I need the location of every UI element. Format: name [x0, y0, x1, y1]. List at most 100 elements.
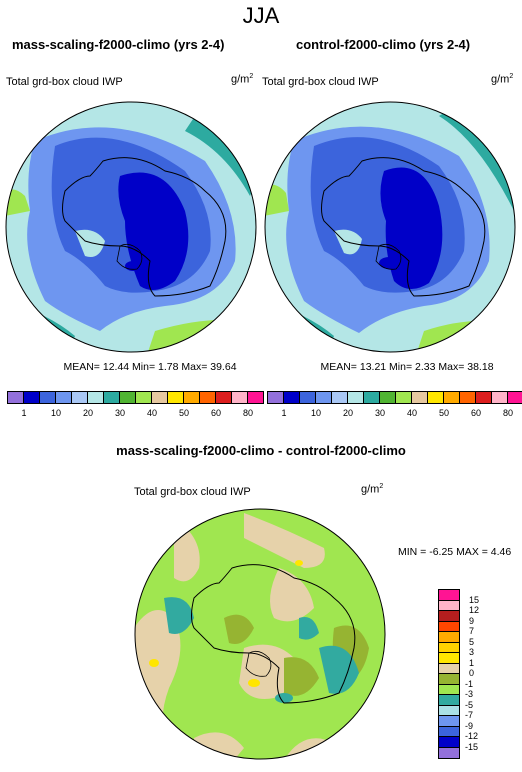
colorbar-control-tick-label: 80 — [502, 408, 514, 418]
colorbar-mass-scaling-swatch — [23, 391, 40, 404]
units-label-control: g/m2 — [491, 73, 514, 86]
colorbar-labels-control: 1 10 20 30 40 50 60 80 — [268, 408, 518, 420]
colorbar-labels-mass-scaling: 1 10 20 30 40 50 60 80 — [8, 408, 258, 420]
colorbar-control-swatch — [427, 391, 444, 404]
colorbar-control-tick-label: 10 — [310, 408, 322, 418]
colorbar-difference-tick-label: 9 — [469, 615, 475, 626]
colorbar-difference-swatch — [439, 663, 459, 674]
colorbar-control-swatch — [299, 391, 316, 404]
colorbar-difference-tick-label: -9 — [465, 720, 474, 731]
colorbar-control — [267, 391, 522, 404]
difference-title: mass-scaling-f2000-climo - control-f2000… — [116, 443, 406, 458]
colorbar-control-swatch — [443, 391, 460, 404]
colorbar-difference-swatch — [439, 684, 459, 695]
colorbar-control-swatch — [315, 391, 332, 404]
colorbar-mass-scaling-tick-label: 10 — [50, 408, 62, 418]
colorbar-control-swatch — [267, 391, 284, 404]
stats-control: MEAN= 13.21 Min= 2.33 Max= 38.18 — [320, 361, 494, 373]
colorbar-mass-scaling-tick-label: 40 — [146, 408, 158, 418]
colorbar-control-tick-label: 1 — [281, 408, 287, 418]
colorbar-difference-tick-label: -15 — [465, 741, 479, 752]
colorbar-difference-swatch — [439, 600, 459, 611]
colorbar-mass-scaling-swatch — [215, 391, 232, 404]
colorbar-mass-scaling-swatch — [87, 391, 104, 404]
colorbar-control-swatch — [491, 391, 508, 404]
panel-title-control: control-f2000-climo (yrs 2-4) — [296, 37, 471, 52]
colorbar-control-swatch — [363, 391, 380, 404]
season-title: JJA — [242, 3, 280, 28]
colorbar-difference-tick-label: 0 — [469, 668, 475, 678]
colorbar-mass-scaling-tick-label: 60 — [210, 408, 222, 418]
colorbar-difference-tick-label: -3 — [465, 689, 474, 699]
colorbar-control-swatch — [459, 391, 476, 404]
colorbar-difference-swatch — [439, 642, 459, 653]
colorbar-difference-tick-label: -7 — [465, 710, 474, 720]
colorbar-mass-scaling-tick-label: 30 — [114, 408, 126, 418]
colorbar-difference — [438, 589, 460, 759]
colorbar-difference-tick-label: 7 — [469, 626, 475, 636]
colorbar-difference-swatch — [439, 590, 459, 601]
colorbar-mass-scaling-swatch — [167, 391, 184, 404]
variable-label-difference: Total grd-box cloud IWP — [134, 486, 251, 498]
colorbar-control-tick-label: 40 — [406, 408, 418, 418]
colorbar-mass-scaling-tick-label: 1 — [21, 408, 27, 418]
colorbar-difference-tick-label: 1 — [469, 657, 475, 668]
colorbar-difference-swatch — [439, 747, 459, 758]
stats-mass-scaling: MEAN= 12.44 Min= 1.78 Max= 39.64 — [63, 361, 237, 373]
colorbar-mass-scaling-tick-label: 80 — [242, 408, 254, 418]
colorbar-mass-scaling-swatch — [231, 391, 248, 404]
colorbar-mass-scaling-tick-label: 50 — [178, 408, 190, 418]
colorbar-mass-scaling-swatch — [103, 391, 120, 404]
colorbar-control-swatch — [379, 391, 396, 404]
colorbar-control-tick-label: 30 — [374, 408, 386, 418]
colorbar-difference-swatch — [439, 705, 459, 716]
colorbar-difference-swatch — [439, 653, 459, 664]
colorbar-difference-tick-label: 15 — [469, 594, 480, 605]
colorbar-difference-tick-label: -1 — [465, 678, 474, 689]
colorbar-difference-swatch — [439, 674, 459, 685]
variable-label-mass-scaling: Total grd-box cloud IWP — [6, 76, 123, 88]
colorbar-mass-scaling-swatch — [151, 391, 168, 404]
colorbar-difference-tick-label: 5 — [469, 636, 475, 647]
colorbar-control-tick-label: 50 — [438, 408, 450, 418]
colorbar-mass-scaling-swatch — [7, 391, 24, 404]
stats-difference: MIN = -6.25 MAX = 4.46 — [398, 546, 512, 558]
colorbar-mass-scaling-swatch — [71, 391, 88, 404]
colorbar-difference-swatch — [439, 737, 459, 748]
colorbar-difference-swatch — [439, 716, 459, 727]
panel-title-mass-scaling: mass-scaling-f2000-climo (yrs 2-4) — [12, 37, 225, 52]
colorbar-mass-scaling-tick-label: 20 — [82, 408, 94, 418]
colorbar-control-swatch — [283, 391, 300, 404]
colorbar-difference-tick-label: 12 — [469, 605, 480, 615]
colorbar-difference-swatch — [439, 695, 459, 706]
colorbar-difference-swatch — [439, 611, 459, 622]
variable-label-control: Total grd-box cloud IWP — [262, 76, 379, 88]
colorbar-mass-scaling — [7, 391, 264, 404]
colorbar-mass-scaling-swatch — [199, 391, 216, 404]
colorbar-mass-scaling-swatch — [119, 391, 136, 404]
colorbar-difference-swatch — [439, 726, 459, 737]
colorbar-control-swatch — [395, 391, 412, 404]
polar-map-mass-scaling — [5, 101, 257, 353]
units-label-mass-scaling: g/m2 — [231, 73, 254, 86]
colorbar-control-swatch — [331, 391, 348, 404]
colorbar-difference-tick-label: -5 — [465, 699, 474, 710]
colorbar-difference-swatch — [439, 632, 459, 643]
polar-map-difference — [134, 508, 386, 760]
units-label-difference: g/m2 — [361, 483, 384, 496]
colorbar-difference-swatch — [439, 621, 459, 632]
colorbar-mass-scaling-swatch — [55, 391, 72, 404]
colorbar-control-tick-label: 60 — [470, 408, 482, 418]
colorbar-mass-scaling-swatch — [247, 391, 264, 404]
colorbar-control-swatch — [507, 391, 522, 404]
polar-map-control — [264, 101, 516, 353]
colorbar-difference-tick-label: 3 — [469, 647, 475, 657]
colorbar-control-swatch — [411, 391, 428, 404]
colorbar-difference-tick-label: -12 — [465, 731, 479, 741]
colorbar-mass-scaling-swatch — [183, 391, 200, 404]
colorbar-control-swatch — [347, 391, 364, 404]
colorbar-mass-scaling-swatch — [135, 391, 152, 404]
colorbar-control-tick-label: 20 — [342, 408, 354, 418]
colorbar-mass-scaling-swatch — [39, 391, 56, 404]
colorbar-control-swatch — [475, 391, 492, 404]
